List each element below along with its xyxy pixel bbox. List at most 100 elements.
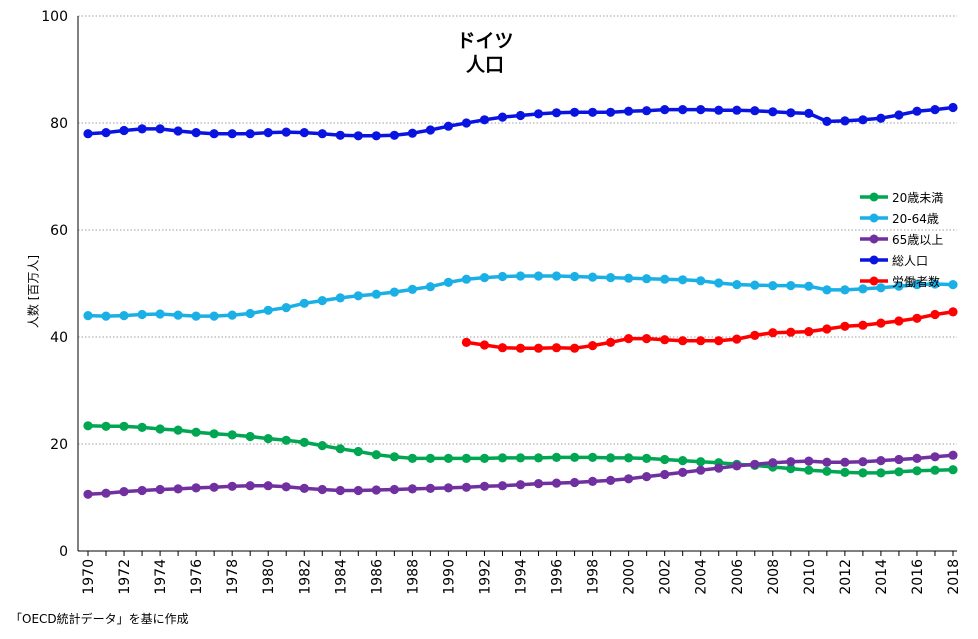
data-point-20-64 [119, 311, 129, 321]
data-point-total [732, 105, 742, 115]
data-point-under20 [263, 434, 273, 444]
grid [78, 15, 957, 445]
data-point-65plus [227, 481, 237, 491]
data-point-under20 [245, 431, 255, 442]
x-tick-label-2008: 2008 [766, 559, 782, 595]
data-point-20-64 [191, 311, 201, 321]
x-tick-label-1988: 1988 [405, 559, 421, 595]
data-point-total [551, 108, 562, 118]
data-point-20-64 [533, 271, 544, 281]
data-point-workers [948, 307, 958, 317]
data-point-under20 [173, 425, 183, 435]
data-point-65plus [353, 485, 363, 496]
data-point-65plus [425, 483, 435, 493]
data-point-total [371, 131, 381, 141]
data-point-65plus [624, 474, 634, 484]
legend-label-20-64: 20-64歳 [892, 212, 939, 226]
series-group [83, 102, 958, 499]
data-point-total [515, 110, 526, 121]
x-tick-label-2016: 2016 [910, 559, 926, 595]
data-point-total [750, 106, 760, 116]
data-point-65plus [335, 485, 345, 496]
data-point-under20 [515, 453, 526, 463]
data-point-total [533, 109, 544, 119]
data-point-65plus [912, 453, 922, 463]
x-tick-label-1970: 1970 [81, 559, 97, 595]
data-point-workers [768, 328, 778, 338]
x-tick-label-2004: 2004 [694, 559, 710, 595]
x-tick-label-1994: 1994 [514, 559, 530, 595]
data-point-65plus [822, 457, 832, 467]
data-point-20-64 [425, 282, 435, 292]
data-point-65plus [588, 476, 598, 486]
data-point-65plus [209, 482, 219, 492]
x-tick-label-2000: 2000 [622, 559, 638, 595]
data-point-65plus [101, 488, 111, 498]
data-point-workers [515, 343, 526, 353]
data-point-20-64 [678, 275, 688, 285]
data-point-20-64 [822, 285, 832, 295]
data-point-total [155, 124, 165, 134]
legend-label-workers: 労働者数 [892, 275, 941, 289]
data-point-20-64 [858, 284, 868, 294]
data-point-65plus [191, 483, 201, 493]
data-point-under20 [461, 453, 471, 463]
data-point-20-64 [263, 305, 273, 315]
x-tick-label-1982: 1982 [297, 559, 313, 595]
data-point-65plus [119, 487, 129, 497]
data-point-20-64 [299, 298, 309, 308]
data-point-total [588, 107, 598, 117]
x-tick-label-1978: 1978 [225, 559, 241, 595]
x-tick-label-1990: 1990 [441, 559, 457, 595]
data-point-20-64 [840, 285, 850, 295]
data-point-20-64 [335, 293, 345, 303]
data-point-workers [660, 335, 670, 345]
data-point-20-64 [461, 274, 471, 284]
data-point-workers [714, 336, 724, 346]
data-point-under20 [678, 456, 688, 466]
data-point-workers [786, 327, 796, 337]
series-20-64 [83, 271, 958, 321]
data-point-20-64 [209, 311, 219, 321]
data-point-total [606, 107, 616, 117]
data-point-65plus [696, 465, 706, 475]
data-point-20-64 [389, 287, 399, 297]
data-point-20-64 [497, 271, 508, 282]
chart-title-line2: 人口 [465, 54, 504, 76]
data-point-20-64 [732, 280, 742, 290]
x-tick-label-1992: 1992 [477, 559, 493, 595]
data-point-total [191, 128, 201, 138]
data-point-total [353, 131, 363, 141]
legend-label-total: 総人口 [892, 254, 929, 268]
y-tick-labels: 0 20 40 60 80 100 [41, 9, 68, 560]
data-point-total [209, 129, 219, 139]
data-point-20-64 [407, 284, 417, 294]
data-point-65plus [263, 481, 273, 491]
data-point-20-64 [696, 276, 706, 286]
data-point-total [425, 125, 435, 135]
x-tick-label-2006: 2006 [730, 559, 746, 595]
x-tick-label-1998: 1998 [586, 559, 602, 595]
data-point-20-64 [479, 273, 490, 283]
data-point-total [840, 116, 850, 126]
data-point-65plus [840, 457, 850, 467]
data-point-total [804, 108, 814, 118]
data-point-65plus [155, 484, 165, 495]
data-point-total [822, 116, 832, 126]
data-point-under20 [335, 444, 345, 454]
data-point-20-64 [245, 308, 255, 319]
data-point-workers [696, 336, 706, 346]
data-point-under20 [371, 450, 381, 460]
data-point-20-64 [551, 271, 562, 281]
data-point-total [83, 129, 93, 139]
data-point-65plus [497, 481, 508, 491]
data-point-65plus [551, 478, 562, 488]
data-point-20-64 [317, 296, 327, 306]
x-tick-label-1976: 1976 [189, 559, 205, 595]
series-workers [461, 307, 958, 353]
data-point-workers [858, 320, 868, 330]
data-point-65plus [678, 467, 688, 477]
data-point-total [245, 129, 255, 139]
y-tick-label-40: 40 [50, 330, 68, 346]
data-point-workers [840, 321, 850, 331]
